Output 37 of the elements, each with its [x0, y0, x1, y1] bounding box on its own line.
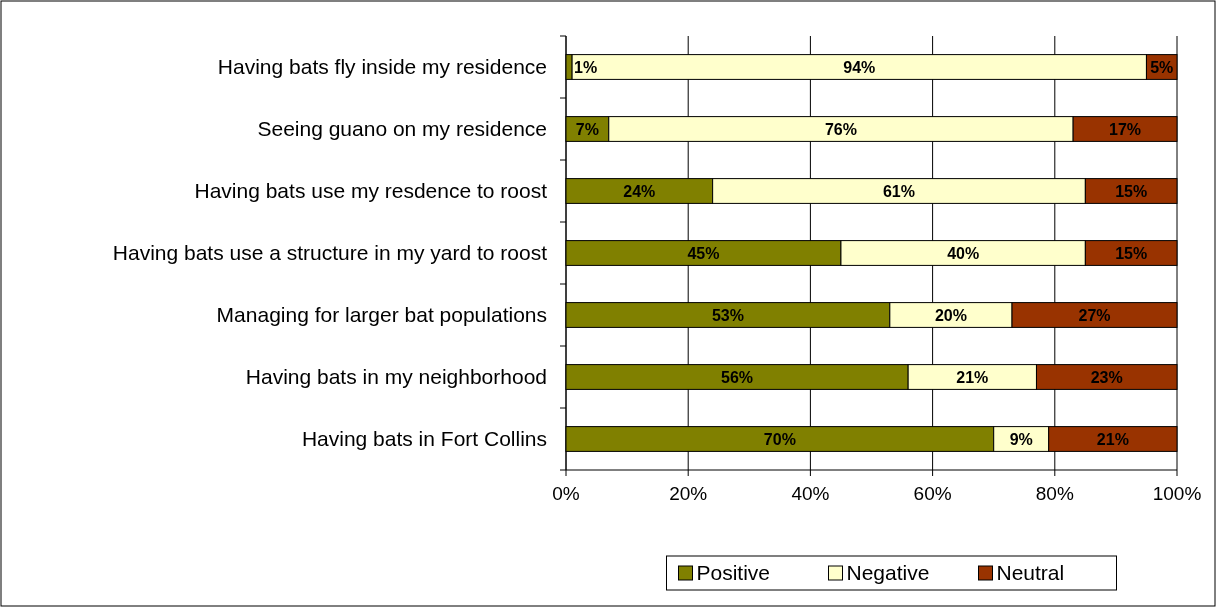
- data-label: 15%: [1115, 182, 1148, 200]
- data-label: 76%: [824, 120, 857, 138]
- x-tick-label: 20%: [669, 483, 708, 504]
- x-tick-label: 100%: [1152, 483, 1202, 504]
- data-label: 1%: [574, 58, 598, 76]
- y-tick-label: Seeing guano on my residence: [257, 117, 547, 141]
- data-label: 27%: [1078, 306, 1111, 324]
- data-label: 61%: [882, 182, 916, 200]
- data-label: 17%: [1109, 120, 1142, 138]
- y-tick-label: Having bats in Fort Collins: [301, 427, 547, 451]
- legend-label: Neutral: [996, 561, 1065, 585]
- data-label: 20%: [934, 306, 967, 324]
- data-label: 21%: [1096, 430, 1129, 448]
- data-label: 23%: [1090, 368, 1123, 386]
- data-label: 24%: [623, 182, 656, 200]
- data-label: 21%: [956, 368, 989, 386]
- y-tick-label: Having bats use a structure in my yard to roost: [112, 241, 548, 265]
- data-label: 5%: [1150, 58, 1174, 76]
- x-tick-label: 0%: [552, 483, 580, 504]
- y-tick-label: Having bats fly inside my residence: [217, 55, 547, 79]
- data-label: 53%: [711, 306, 744, 324]
- data-label: 45%: [687, 244, 720, 262]
- data-label: 7%: [575, 120, 599, 138]
- data-label: 56%: [721, 368, 754, 386]
- y-tick-label: Managing for larger bat populations: [216, 303, 547, 327]
- data-label: 94%: [843, 58, 876, 76]
- x-tick-label: 60%: [913, 483, 952, 504]
- legend-label: Positive: [696, 561, 771, 585]
- data-label: 70%: [763, 430, 796, 448]
- data-label: 15%: [1115, 244, 1148, 262]
- y-tick-label: Having bats in my neighborhood: [245, 365, 547, 389]
- y-tick-label: Having bats use my resdence to roost: [194, 179, 548, 203]
- legend-label: Negative: [846, 561, 930, 585]
- data-label: 9%: [1009, 430, 1033, 448]
- x-tick-label: 40%: [791, 483, 830, 504]
- x-tick-label: 80%: [1035, 483, 1074, 504]
- data-label: 40%: [947, 244, 980, 262]
